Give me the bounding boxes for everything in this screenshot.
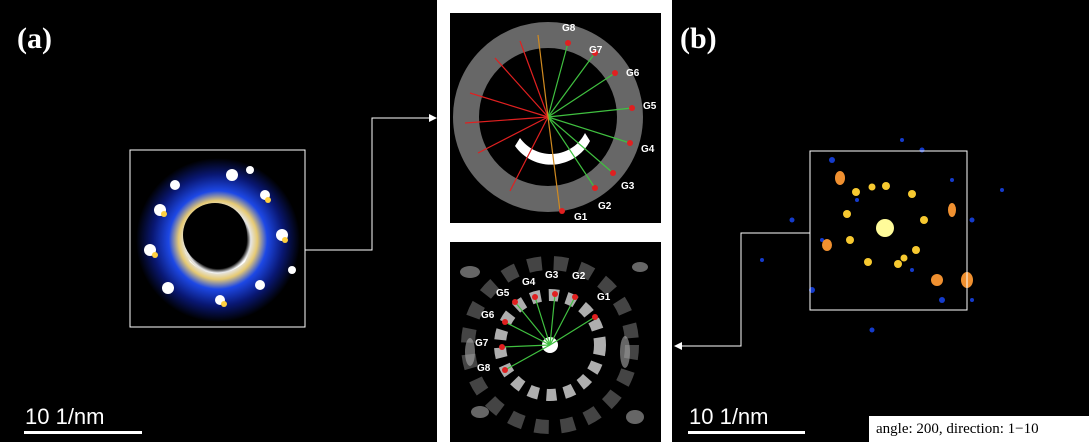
grain-label: G3 (545, 270, 559, 281)
grain-label: G3 (621, 181, 635, 192)
diffraction-pattern-inset-top (453, 22, 643, 214)
scale-bar-label-a: 10 1/nm (25, 404, 105, 429)
panel-label-b: (b) (680, 22, 717, 55)
grain-label: G8 (562, 23, 576, 34)
inset-top: G8 G7 G6 G5 G4 G3 G2 G1 (450, 13, 661, 223)
inset-bottom: G4 G3 G2 G1 G5 G6 G7 G8 (450, 242, 661, 442)
grain-label: G2 (598, 201, 612, 212)
orientation-caption: angle: 200, direction: 1−10 (869, 416, 1089, 442)
grain-label: G1 (574, 212, 588, 223)
grain-label: G6 (481, 310, 495, 321)
panel-a: (a) 10 1/nm (0, 0, 437, 442)
panel-b: (b) 10 1/nm angle: 200, direction: 1−10 (672, 0, 1089, 442)
scale-bar-a (24, 431, 142, 434)
grain-label: G7 (475, 338, 489, 349)
grain-label: G7 (589, 45, 603, 56)
grain-label: G1 (597, 292, 611, 303)
panel-label-a: (a) (17, 22, 52, 55)
grain-label: G4 (522, 277, 536, 288)
grain-label: G5 (643, 101, 657, 112)
selection-box-b (809, 150, 968, 311)
diffraction-pattern-a (129, 149, 306, 328)
grain-label: G8 (477, 363, 491, 374)
scale-bar-label-b: 10 1/nm (689, 404, 769, 429)
scale-bar-b (688, 431, 805, 434)
grain-label: G6 (626, 68, 640, 79)
grain-label: G4 (641, 144, 655, 155)
grain-label: G5 (496, 288, 510, 299)
diffraction-pattern-b (760, 138, 1004, 333)
diffraction-pattern-inset-bottom (460, 256, 648, 434)
grain-label: G2 (572, 271, 586, 282)
